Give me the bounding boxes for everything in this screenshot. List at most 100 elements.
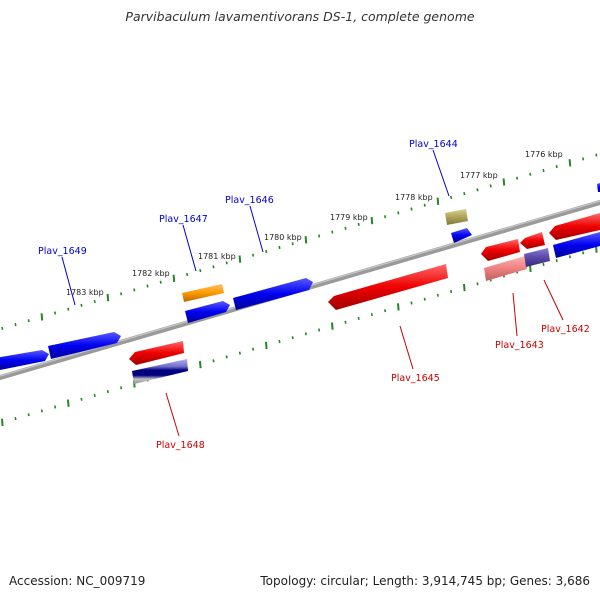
gene-feature-plav-1643c[interactable] — [484, 256, 527, 281]
minor-tick — [357, 316, 360, 320]
minor-tick — [291, 242, 294, 246]
minor-tick — [542, 262, 545, 267]
minor-tick — [278, 245, 281, 250]
minor-tick — [291, 336, 294, 340]
minor-tick — [67, 307, 70, 311]
minor-tick — [120, 292, 123, 296]
gene-feature-plav-1647b[interactable] — [185, 301, 230, 323]
major-tick — [397, 303, 400, 311]
gene-label-plav-1643: Plav_1643 — [495, 340, 544, 351]
minor-tick — [80, 397, 83, 401]
gene-feature-reverse-right[interactable] — [549, 213, 600, 240]
minor-tick — [397, 211, 400, 215]
gene-feature-plav-1648[interactable] — [129, 341, 184, 365]
minor-tick — [370, 313, 373, 317]
minor-tick — [212, 265, 215, 269]
gene-feature-plav-1642[interactable] — [524, 248, 550, 267]
minor-tick — [252, 347, 255, 351]
major-tick — [304, 236, 308, 244]
minor-tick — [212, 359, 215, 363]
minor-tick — [384, 215, 387, 219]
leader-line-plav-1649 — [61, 256, 76, 306]
gene-feature-plav-1643b[interactable] — [520, 232, 545, 249]
major-tick — [463, 283, 466, 292]
topology-text: Topology: circular; Length: 3,914,745 bp… — [260, 574, 590, 588]
minor-tick — [27, 413, 30, 417]
major-tick — [40, 313, 44, 321]
minor-tick — [318, 328, 321, 332]
gene-feature-plav-1643[interactable] — [481, 239, 520, 261]
minor-tick — [225, 355, 228, 359]
minor-tick — [93, 393, 96, 398]
gene-feature-forward-right-2[interactable] — [597, 183, 600, 192]
minor-tick — [489, 184, 492, 188]
gene-feature-plav-1648b[interactable] — [132, 359, 188, 384]
gene-feature-plav-1644b[interactable] — [451, 228, 472, 243]
gene-feature-plav-1645[interactable] — [328, 264, 448, 310]
minor-tick — [318, 234, 321, 238]
gene-feature-plav-1647[interactable] — [182, 284, 224, 302]
minor-tick — [450, 195, 453, 200]
map-title: Parvibaculum lavamentivorans DS-1, compl… — [125, 9, 475, 24]
minor-tick — [120, 386, 123, 390]
minor-tick — [14, 417, 17, 421]
minor-tick — [199, 269, 202, 273]
minor-tick — [476, 282, 479, 286]
kbp-label-1779: 1779 kbp — [330, 213, 368, 222]
kbp-label-1782: 1782 kbp — [132, 269, 170, 278]
minor-tick — [410, 207, 413, 211]
major-tick — [67, 399, 70, 407]
minor-tick — [265, 249, 268, 253]
leader-line-plav-1642 — [543, 279, 564, 321]
minor-tick — [436, 293, 439, 297]
minor-tick — [14, 323, 17, 327]
minor-tick — [595, 153, 598, 157]
gene-label-plav-1649: Plav_1649 — [38, 246, 87, 257]
gene-label-plav-1646: Plav_1646 — [225, 195, 274, 206]
minor-tick — [304, 332, 307, 336]
accession-text: Accession: NC_009719 — [9, 574, 146, 588]
major-tick — [436, 197, 440, 205]
minor-tick — [252, 253, 255, 257]
major-tick — [106, 293, 110, 302]
minor-tick — [331, 230, 334, 234]
minor-tick — [40, 409, 43, 413]
minor-tick — [133, 288, 136, 292]
minor-tick — [1, 326, 4, 330]
minor-tick — [555, 259, 558, 263]
minor-tick — [529, 172, 532, 176]
gene-label-plav-1645: Plav_1645 — [391, 373, 440, 384]
minor-tick — [423, 297, 426, 301]
gene-feature-plav-1646[interactable] — [233, 278, 313, 310]
minor-tick — [568, 255, 571, 259]
gene-feature-forward-left-edge[interactable] — [0, 350, 49, 371]
minor-tick — [344, 226, 347, 230]
kbp-label-1778: 1778 kbp — [395, 193, 433, 202]
minor-tick — [80, 303, 83, 307]
gene-feature-forward-right-1[interactable] — [553, 232, 600, 258]
minor-tick — [54, 405, 57, 409]
minor-tick — [450, 289, 453, 294]
major-tick — [172, 274, 176, 282]
minor-tick — [384, 309, 387, 313]
kbp-label-1781: 1781 kbp — [198, 252, 236, 261]
kbp-label-1783: 1783 kbp — [66, 288, 104, 297]
minor-tick — [476, 188, 479, 192]
minor-tick — [516, 176, 519, 180]
gene-label-plav-1642: Plav_1642 — [541, 324, 590, 335]
gene-label-plav-1648: Plav_1648 — [156, 440, 205, 451]
major-tick — [370, 216, 374, 225]
leader-line-plav-1645 — [399, 325, 414, 370]
minor-tick — [582, 251, 585, 255]
gene-feature-plav-1649[interactable] — [48, 332, 121, 359]
major-tick — [1, 418, 4, 427]
minor-tick — [278, 339, 281, 344]
minor-tick — [463, 192, 466, 196]
minor-tick — [225, 261, 228, 265]
major-tick — [238, 255, 242, 263]
minor-tick — [54, 311, 57, 315]
major-tick — [265, 341, 268, 350]
minor-tick — [27, 319, 30, 323]
gene-feature-plav-1644[interactable] — [445, 209, 468, 225]
